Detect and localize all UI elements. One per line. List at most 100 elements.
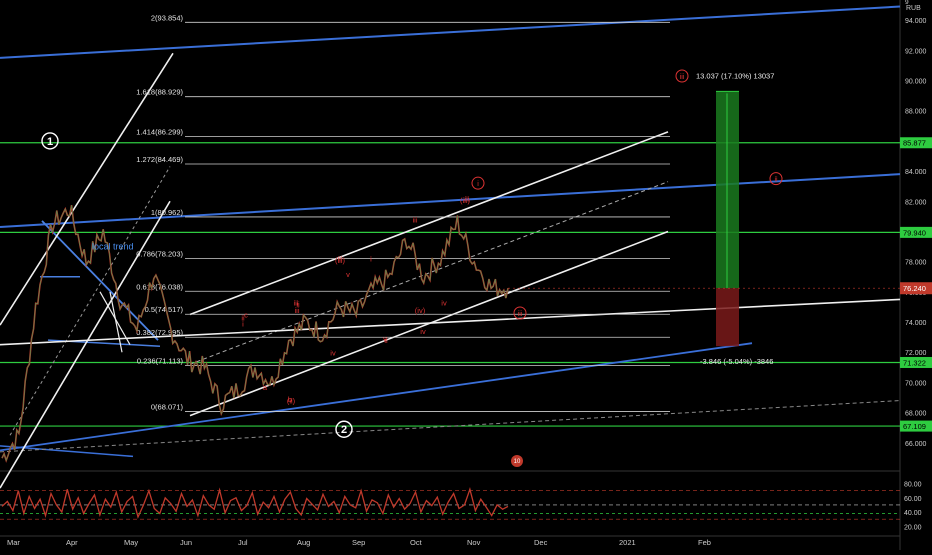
subwave-label: ii [296,300,300,309]
subwave-circle-label: iii [518,311,523,318]
subwave-label: (iii) [460,196,470,205]
dashed-support [0,400,901,453]
time-tick: 2021 [619,538,636,547]
subwave-label: iv [420,327,426,336]
subwave-circle [513,306,527,320]
price-tick: 70.000 [905,380,927,387]
event-badge-label: 10 [514,459,521,465]
trendline-base [0,445,134,458]
wave-label: 2 [341,424,347,436]
price-tick: 82.000 [905,199,927,206]
time-tick: Mar [7,538,20,547]
event-badge [511,455,523,467]
time-tick: Sep [352,538,365,547]
currency-label: RUB [906,5,921,12]
time-tick: Oct [410,538,423,547]
oscillator-tick: 80.00 [904,482,922,489]
fib-level-label: 1.414(86.299) [136,127,183,136]
fib-level-label: 0(68.071) [151,403,184,412]
fib-level-label: 1.272(84.469) [136,155,183,164]
subwave-label: a [263,383,268,392]
level-tag-label: 85.877 [903,139,926,148]
subwave-label: (iii) [335,256,345,265]
subwave-label: i [370,255,372,264]
subwave-label: iii [338,255,343,264]
price-channel-mid [189,181,669,365]
wave-channel-mid [9,166,171,436]
subwave-label: iii [295,306,300,315]
price-tick: 90.000 [905,79,927,86]
level-tag [900,226,932,238]
subwave-label: b [288,395,292,404]
last-price-tag [900,282,932,295]
price-series [1,205,900,463]
last-price-label: 76.240 [903,284,926,293]
subwave-label: v [346,270,350,279]
price-tick: 72.000 [905,350,927,357]
grid [0,0,901,550]
oscillator-tick: 20.00 [904,524,922,531]
time-tick: Jul [238,538,248,547]
fib-level-label: 0.382(72.995) [136,328,183,337]
subwave-circle-label: ii [774,177,778,184]
price-wicks [1,205,509,462]
time-tick: Jun [180,538,192,547]
oscillator-line [1,487,509,519]
wave-circle [335,420,353,438]
price-tick: 92.000 [905,48,927,55]
level-tag [900,137,932,149]
loss-zone [716,288,739,347]
drawings: 2(93.854) 1.618(88.929) 1.414(86.299) 1.272… [0,5,901,489]
time-tick: Feb [698,538,711,547]
time-tick: Aug [297,538,310,547]
subwave-label: ii [241,314,245,323]
time-axis: Mar Apr May Jun Jul Aug Sep Oct Nov Dec 2021 Feb [7,538,711,547]
level-tag-label: 71.322 [903,358,926,367]
price-tick: 94.000 [905,18,927,25]
profit-label: 13.037 (17.10%) 13037 [696,71,774,80]
wave-circle [41,132,59,150]
subwave-label: v [383,335,387,344]
price-tick: 68.000 [905,411,927,418]
level-tag-label: 67.109 [903,422,926,431]
trendline-middle [0,173,901,228]
time-tick: Apr [66,538,78,547]
oscillator-pane: 80.00 60.00 40.00 20.00 [0,482,922,531]
price-channel-upper [189,131,669,316]
price-tick: 88.000 [905,109,927,116]
price-tick: 84.000 [905,169,927,176]
subwave-label: (iv) [415,306,426,315]
loss-label: -3.846 (-5.04%) -3846 [700,357,773,366]
fib-level-label: 0.786(78.203) [136,250,183,259]
subwave-circle [471,176,485,190]
price-axis: 94.00092.00090.00088.00086.00084.00082.0… [900,0,932,448]
level-tag [900,420,932,432]
subwave-label: c [244,311,248,320]
subwave-circle-label: iii [680,74,685,81]
level-tag-label: 79.940 [903,228,926,237]
oscillator-tick: 60.00 [904,496,922,503]
fib-level-label: 0.236(71.113) [137,357,184,366]
fib-level-label: 2(93.854) [151,13,184,22]
wave-channel-left [0,200,171,489]
subwave-label: ii [384,336,388,345]
trend-label: local trend [92,242,134,252]
subwave-label: iii [465,194,470,203]
oscillator-tick: 40.00 [904,510,922,517]
time-tick: May [124,538,138,547]
subwave-label: i [242,320,244,329]
price-tick: 66.000 [905,441,927,448]
wave-marker [109,291,123,353]
price-tick-top: 9 [905,0,909,6]
subwave-label: iii [294,298,299,307]
fib-level-label: 0.5(74.517) [145,305,184,314]
time-tick: Dec [534,538,548,547]
subwave-label: iv [330,348,336,357]
subwave-label: (ii) [287,397,296,406]
subwave-label: iv [441,298,447,307]
subwave-circle [769,172,783,186]
level-tag [900,356,932,368]
